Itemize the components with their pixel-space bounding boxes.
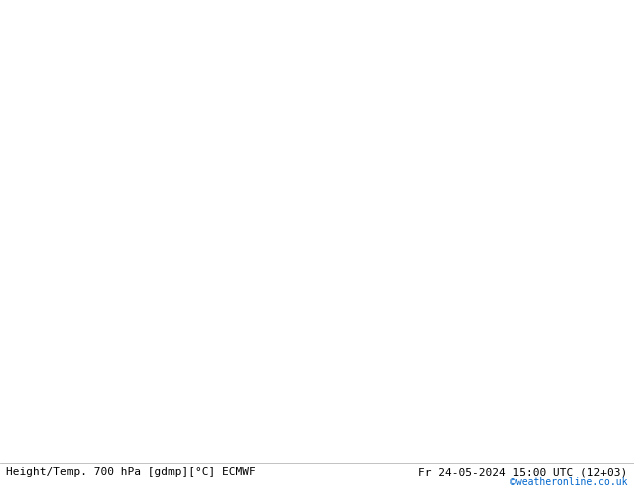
Text: ©weatheronline.co.uk: ©weatheronline.co.uk (510, 477, 628, 487)
Text: Fr 24-05-2024 15:00 UTC (12+03): Fr 24-05-2024 15:00 UTC (12+03) (418, 467, 628, 477)
Text: Height/Temp. 700 hPa [gdmp][°C] ECMWF: Height/Temp. 700 hPa [gdmp][°C] ECMWF (6, 467, 256, 477)
